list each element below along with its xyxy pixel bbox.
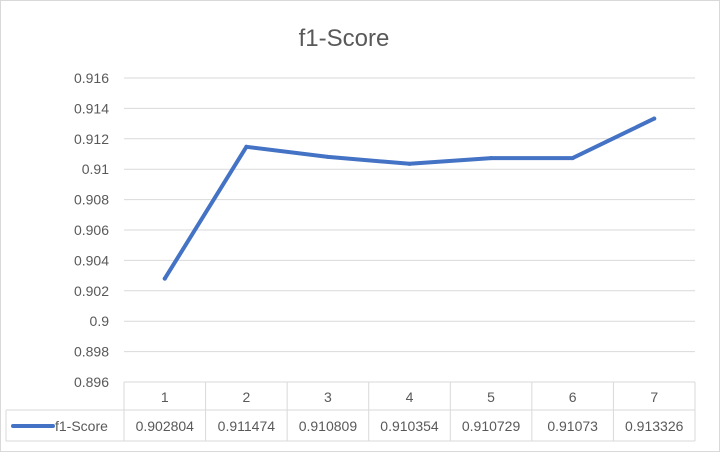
data-point — [489, 156, 494, 161]
data-point — [652, 116, 657, 121]
legend-series-name: f1-Score — [55, 418, 108, 434]
data-table-value: 0.91073 — [547, 418, 598, 434]
chart-title: f1-Score — [299, 25, 390, 52]
y-tick-label: 0.898 — [74, 344, 109, 360]
data-table: 1 2 3 4 5 6 7 f1-Score 0.902804 0.911474 0.910809 0… — [5, 382, 696, 442]
data-table-value: 0.911474 — [218, 418, 276, 434]
y-tick-label: 0.9 — [90, 313, 110, 329]
data-point — [162, 276, 167, 281]
data-point — [407, 161, 412, 166]
y-axis-tick-labels: 0.916 0.914 0.912 0.91 0.908 0.906 0.904 0.902 0… — [74, 70, 109, 390]
x-category-label: 4 — [406, 389, 414, 405]
x-category-label: 7 — [650, 389, 658, 405]
data-table-value: 0.913326 — [625, 418, 684, 434]
x-category-label: 6 — [569, 389, 577, 405]
data-point — [570, 156, 575, 161]
y-tick-label: 0.914 — [74, 100, 109, 116]
x-category-label: 3 — [324, 389, 332, 405]
x-category-label: 1 — [161, 389, 169, 405]
series-group — [162, 116, 657, 281]
series-line-f1-score — [162, 116, 657, 281]
data-table-value: 0.910809 — [299, 418, 358, 434]
y-tick-label: 0.916 — [74, 70, 109, 86]
data-table-value: 0.910354 — [380, 418, 439, 434]
data-point — [325, 154, 330, 159]
gridlines — [124, 77, 695, 383]
data-table-value: 0.902804 — [136, 418, 195, 434]
data-table-value: 0.910729 — [462, 418, 521, 434]
y-tick-label: 0.902 — [74, 283, 109, 299]
x-category-label: 5 — [487, 389, 495, 405]
y-tick-label: 0.908 — [74, 192, 109, 208]
y-tick-label: 0.912 — [74, 131, 109, 147]
y-tick-label: 0.896 — [74, 374, 109, 390]
x-category-label: 2 — [242, 389, 250, 405]
y-tick-label: 0.906 — [74, 222, 109, 238]
data-point — [244, 144, 249, 149]
y-tick-label: 0.904 — [74, 252, 109, 268]
y-tick-label: 0.91 — [82, 161, 109, 177]
